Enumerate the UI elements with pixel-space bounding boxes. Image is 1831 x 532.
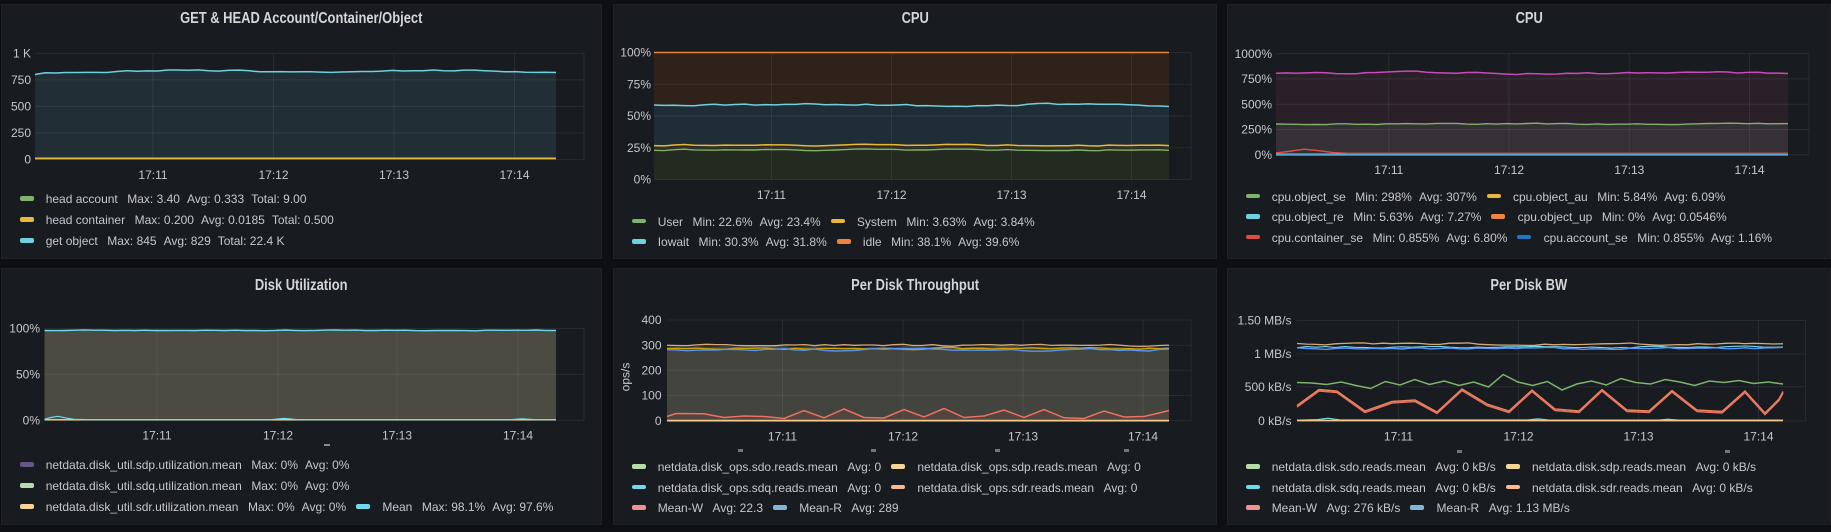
svg-text:17:14: 17:14	[499, 168, 529, 182]
svg-text:17:14: 17:14	[1734, 163, 1764, 177]
svg-text:1.50 MB/s: 1.50 MB/s	[1237, 314, 1291, 328]
svg-text:25%: 25%	[627, 141, 651, 155]
svg-text:17:12: 17:12	[888, 429, 918, 443]
svg-text:75%: 75%	[627, 78, 651, 92]
svg-text:100: 100	[641, 389, 661, 403]
svg-text:750%: 750%	[1241, 72, 1272, 86]
svg-text:17:11: 17:11	[1374, 163, 1403, 177]
svg-text:0: 0	[24, 153, 31, 167]
svg-text:500: 500	[11, 100, 31, 114]
svg-text:750: 750	[11, 73, 31, 87]
svg-text:17:14: 17:14	[1128, 429, 1158, 443]
svg-text:500 kB/s: 500 kB/s	[1245, 380, 1292, 394]
svg-text:17:11: 17:11	[138, 168, 167, 182]
svg-text:300: 300	[641, 338, 661, 352]
svg-text:17:14: 17:14	[503, 429, 533, 443]
svg-text:1 K: 1 K	[13, 47, 31, 61]
svg-text:ops/s: ops/s	[619, 363, 633, 392]
svg-text:17:12: 17:12	[258, 168, 288, 182]
svg-text:0 kB/s: 0 kB/s	[1258, 414, 1291, 428]
svg-text:1000%: 1000%	[1235, 47, 1273, 61]
svg-text:0%: 0%	[634, 173, 652, 187]
svg-text:50%: 50%	[16, 368, 40, 382]
svg-text:0: 0	[655, 414, 662, 428]
svg-text:17:14: 17:14	[1116, 188, 1146, 202]
svg-text:0%: 0%	[1255, 148, 1273, 162]
svg-text:17:11: 17:11	[1384, 429, 1413, 443]
svg-text:17:12: 17:12	[1503, 429, 1533, 443]
svg-text:17:13: 17:13	[996, 188, 1026, 202]
svg-text:17:13: 17:13	[379, 168, 409, 182]
svg-text:100%: 100%	[620, 46, 651, 60]
svg-text:100%: 100%	[9, 322, 40, 336]
svg-text:17:14: 17:14	[1743, 429, 1773, 443]
svg-text:500%: 500%	[1241, 97, 1272, 111]
svg-text:250%: 250%	[1241, 123, 1272, 137]
svg-text:17:11: 17:11	[768, 429, 797, 443]
svg-text:17:11: 17:11	[757, 188, 786, 202]
svg-text:50%: 50%	[627, 109, 651, 123]
svg-text:400: 400	[641, 313, 661, 327]
svg-text:200: 200	[641, 364, 661, 378]
svg-text:17:11: 17:11	[142, 429, 171, 443]
svg-text:17:13: 17:13	[1614, 163, 1644, 177]
svg-text:17:13: 17:13	[382, 429, 412, 443]
svg-text:17:13: 17:13	[1623, 429, 1653, 443]
svg-text:17:13: 17:13	[1008, 429, 1038, 443]
svg-text:17:12: 17:12	[1494, 163, 1524, 177]
svg-text:17:12: 17:12	[263, 429, 293, 443]
svg-text:250: 250	[11, 126, 31, 140]
svg-text:1 MB/s: 1 MB/s	[1254, 347, 1291, 361]
svg-text:0%: 0%	[23, 413, 41, 427]
svg-text:17:12: 17:12	[876, 188, 906, 202]
